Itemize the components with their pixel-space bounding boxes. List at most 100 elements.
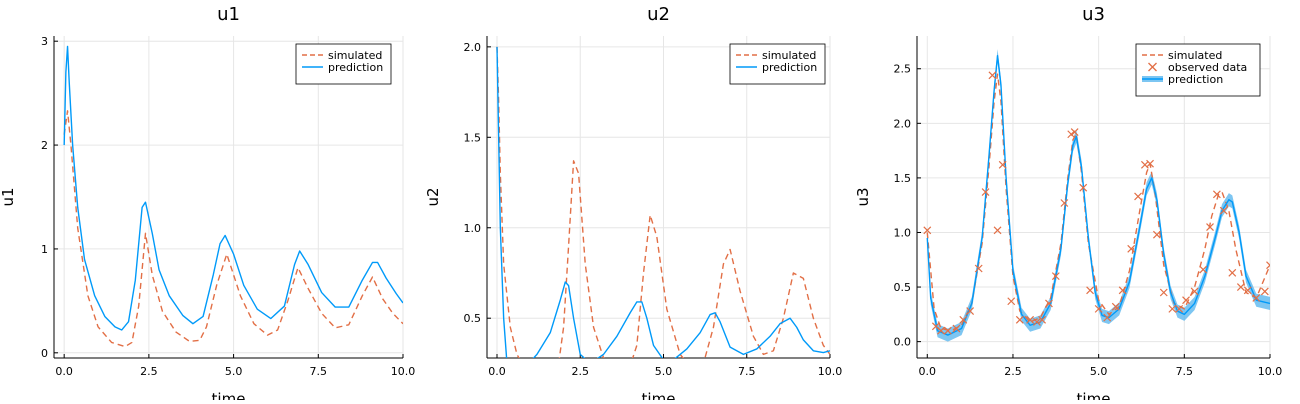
x-tick-label: 0.0: [55, 365, 73, 378]
x-tick-label: 10.0: [391, 365, 416, 378]
observed-data-point: [952, 324, 961, 333]
x-axis-label: time: [642, 390, 676, 400]
legend-label: simulated: [762, 49, 816, 62]
legend-item: observed data: [1148, 61, 1247, 74]
observed-data-point: [1219, 206, 1228, 215]
observed-data-point: [1033, 318, 1041, 326]
y-axis-label: u1: [0, 187, 17, 206]
x-tick-label: 2.5: [1004, 365, 1022, 378]
legend-item: prediction: [736, 61, 817, 74]
legend-box: [295, 43, 392, 85]
observed-data-point: [1051, 272, 1060, 281]
observed-data-point: [1175, 304, 1184, 313]
observed-data-point: [1236, 283, 1245, 291]
y-tick-label: 1.5: [464, 131, 482, 144]
observed-data-point: [1168, 304, 1177, 313]
observed-data-point: [974, 264, 983, 273]
observed-data-point: [1182, 296, 1190, 305]
series-line-prediction: [63, 45, 403, 331]
legend-item: prediction: [1142, 73, 1223, 86]
y-tick-label: 3: [41, 35, 48, 48]
observed-data-point: [981, 188, 990, 197]
observed-data-point: [988, 71, 997, 80]
observed-data-point: [1134, 192, 1142, 201]
observed-data-point: [1070, 128, 1079, 136]
observed-data-point: [1146, 159, 1154, 168]
legend-label: simulated: [328, 49, 382, 62]
legend-item: simulated: [736, 49, 816, 62]
observed-data-point: [1086, 286, 1094, 295]
y-axis-label: u3: [854, 187, 872, 206]
legend-item: prediction: [302, 61, 383, 74]
observed-data-point: [1067, 130, 1076, 139]
observed-data-point: [1252, 294, 1261, 302]
observed-data-point: [993, 226, 1002, 235]
observed-data-point: [1094, 304, 1103, 313]
observed-data-point: [1118, 286, 1127, 295]
plot-area: [496, 46, 830, 358]
observed-data-point: [1079, 183, 1088, 192]
y-tick-label: 1.0: [464, 222, 482, 235]
x-tick-label: 10.0: [1258, 365, 1283, 378]
chart-panel-u1: 0.0 2.5 5.0 7.5 10.0 0 1 2 3 u1 time u1 simulatedpre…: [0, 4, 416, 404]
observed-data-point: [1103, 313, 1112, 322]
observed-data-point: [1015, 315, 1024, 324]
chart-title: u3: [1082, 4, 1105, 25]
observed-data-point: [1206, 223, 1214, 231]
y-tick-label: 0.0: [894, 336, 912, 349]
observed-data-point: [943, 326, 952, 335]
x-tick-label: 0.0: [919, 365, 937, 378]
observed-data-point: [1212, 190, 1221, 199]
observed-data-point: [1190, 287, 1199, 296]
observed-data-point: [1111, 302, 1120, 311]
observed-data-point: [1266, 261, 1270, 270]
chart-panel-u2: 0.0 2.5 5.0 7.5 10.0 0.5 1.0 1.5 2.0 u2 time u2 simu…: [424, 4, 842, 404]
x-tick-label: 2.5: [140, 365, 158, 378]
x-tick-label: 5.0: [655, 365, 673, 378]
y-tick-label: 2.5: [894, 63, 912, 76]
y-tick-label: 1: [41, 243, 48, 256]
x-tick-label: 5.0: [1090, 365, 1108, 378]
chart-title: u2: [647, 4, 670, 25]
observed-data-point: [1007, 297, 1016, 306]
observed-data-point: [1199, 265, 1208, 274]
observed-data-point: [1228, 268, 1237, 277]
x-tick-label: 5.0: [225, 365, 243, 378]
legend-swatch-cross: [1148, 62, 1157, 72]
observed-data-point: [1243, 286, 1252, 295]
y-tick-label: 1.0: [894, 226, 912, 239]
observed-data-point: [1045, 299, 1053, 308]
y-tick-label: 0: [41, 347, 48, 360]
x-tick-label: 7.5: [310, 365, 328, 378]
legend-item: simulated: [1142, 49, 1222, 62]
plot-area: [923, 49, 1270, 342]
legend-label: prediction: [762, 61, 817, 74]
observed-data-point: [959, 315, 968, 324]
x-tick-label: 7.5: [1176, 365, 1194, 378]
x-axis-label: time: [212, 390, 246, 400]
x-axis-label: time: [1077, 390, 1111, 400]
observed-data-point: [998, 160, 1007, 169]
observed-data-point: [937, 326, 945, 335]
y-tick-label: 2: [41, 139, 48, 152]
legend-item: simulated: [302, 49, 382, 62]
x-tick-label: 7.5: [738, 365, 756, 378]
observed-data-point: [923, 226, 932, 235]
series-line-prediction: [496, 46, 830, 358]
series-line-prediction: [926, 54, 1270, 336]
legend-box: [729, 43, 826, 85]
legend-box: [1135, 43, 1261, 97]
y-tick-label: 2.0: [464, 41, 482, 54]
observed-data-point: [1038, 315, 1047, 324]
observed-data-point: [1140, 160, 1149, 169]
observed-data-point: [1152, 230, 1161, 239]
chart-panel-u3: 0.0 2.5 5.0 7.5 10.0 0.0 0.5 1.0 1.5 2.0 2.5 u3 time…: [854, 4, 1283, 404]
legend-label: simulated: [1168, 49, 1222, 62]
y-tick-label: 0.5: [464, 312, 482, 325]
observed-data-point: [1026, 315, 1035, 324]
observed-data-point: [1060, 199, 1069, 207]
y-tick-label: 1.5: [894, 172, 912, 185]
